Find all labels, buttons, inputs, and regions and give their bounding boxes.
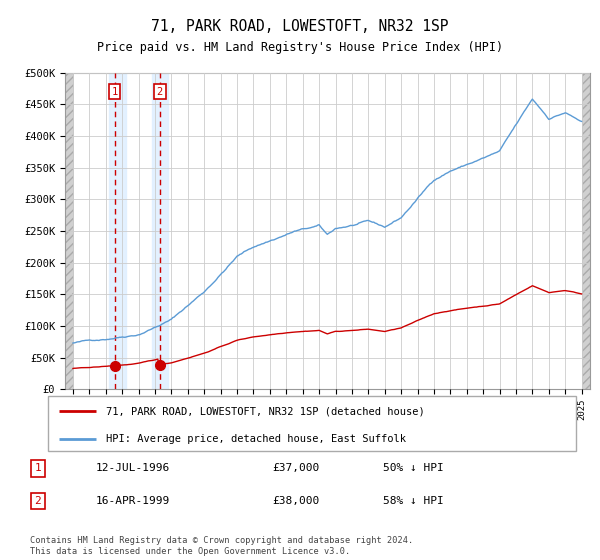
Text: 2: 2 bbox=[34, 496, 41, 506]
Bar bbox=[152, 73, 168, 389]
Text: 58% ↓ HPI: 58% ↓ HPI bbox=[383, 496, 443, 506]
Text: £37,000: £37,000 bbox=[272, 464, 320, 473]
Text: Contains HM Land Registry data © Crown copyright and database right 2024.
This d: Contains HM Land Registry data © Crown c… bbox=[30, 536, 413, 556]
Text: 71, PARK ROAD, LOWESTOFT, NR32 1SP: 71, PARK ROAD, LOWESTOFT, NR32 1SP bbox=[151, 20, 449, 34]
Text: 50% ↓ HPI: 50% ↓ HPI bbox=[383, 464, 443, 473]
Text: 12-JUL-1996: 12-JUL-1996 bbox=[96, 464, 170, 473]
Text: 2: 2 bbox=[157, 87, 163, 97]
Bar bbox=[581, 73, 590, 389]
FancyBboxPatch shape bbox=[48, 396, 576, 451]
Text: 1: 1 bbox=[34, 464, 41, 473]
Bar bbox=[65, 73, 73, 389]
Text: Price paid vs. HM Land Registry's House Price Index (HPI): Price paid vs. HM Land Registry's House … bbox=[97, 40, 503, 54]
Text: 16-APR-1999: 16-APR-1999 bbox=[96, 496, 170, 506]
Text: 1: 1 bbox=[112, 87, 118, 97]
Bar bbox=[109, 73, 125, 389]
Text: £38,000: £38,000 bbox=[272, 496, 320, 506]
Text: HPI: Average price, detached house, East Suffolk: HPI: Average price, detached house, East… bbox=[106, 434, 406, 444]
Text: 71, PARK ROAD, LOWESTOFT, NR32 1SP (detached house): 71, PARK ROAD, LOWESTOFT, NR32 1SP (deta… bbox=[106, 407, 425, 416]
